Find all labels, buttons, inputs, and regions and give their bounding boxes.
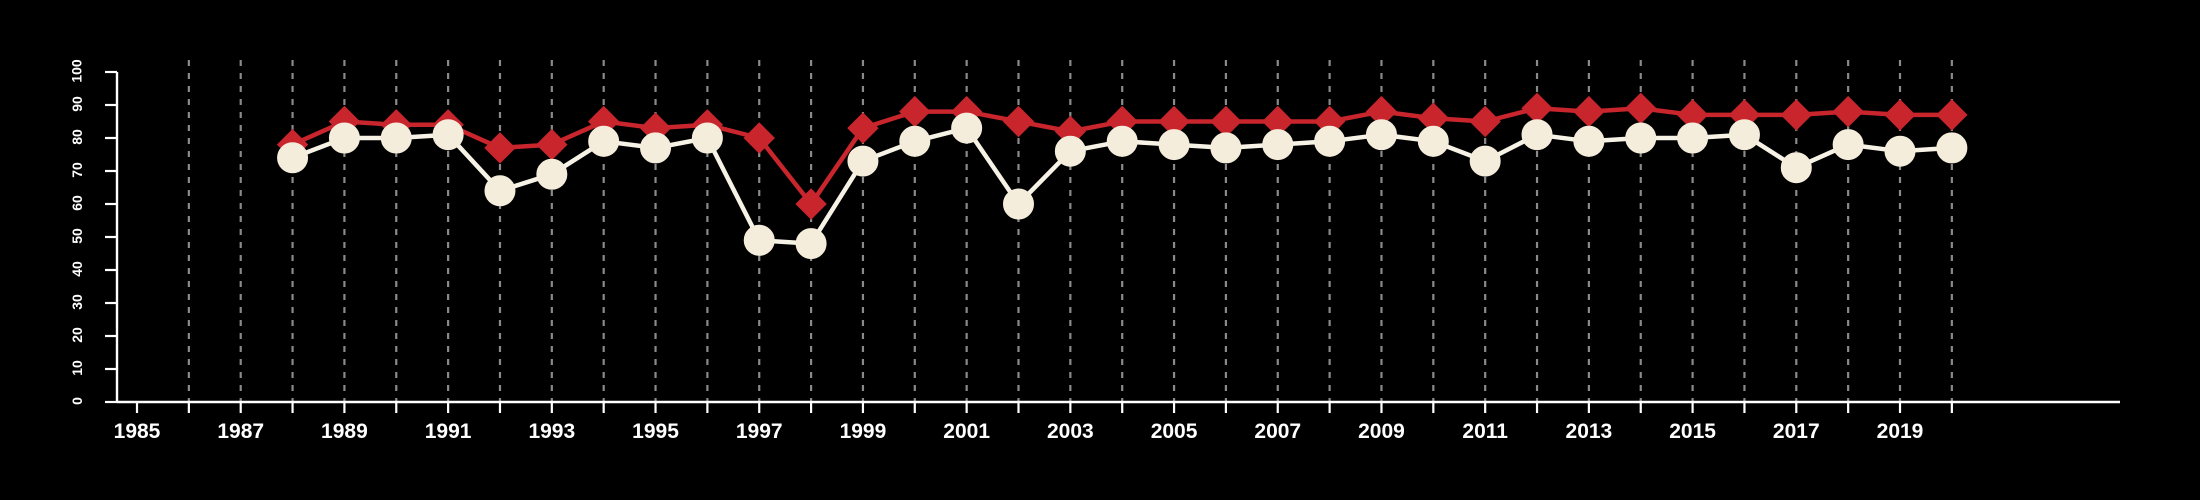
y-axis-tick-label: 100: [68, 59, 85, 83]
data-point-marker: [899, 95, 931, 128]
data-point-marker: [743, 122, 775, 154]
data-point-marker: [1158, 129, 1190, 161]
data-point-marker: [795, 228, 827, 260]
data-point-marker: [1521, 92, 1553, 125]
x-axis-tick-label: 2019: [1876, 420, 1924, 443]
data-point-marker: [1625, 122, 1657, 154]
y-axis-tick-label: 50: [68, 228, 85, 244]
x-axis-tick-label: 1987: [217, 420, 265, 443]
data-point-marker: [277, 142, 309, 174]
data-point-marker: [640, 132, 672, 164]
y-axis-tick-label: 40: [68, 261, 85, 277]
data-point-marker: [1573, 125, 1605, 157]
data-point-marker: [536, 158, 568, 190]
x-axis-tick-label: 2005: [1150, 420, 1198, 443]
data-point-marker: [484, 132, 516, 164]
data-point-marker: [1003, 188, 1034, 220]
data-point-marker: [1832, 95, 1864, 128]
x-axis-tick-label: 1989: [321, 420, 368, 443]
x-axis-tick-label: 2001: [943, 420, 990, 443]
data-point-marker: [1314, 125, 1346, 157]
x-axis-tick-label: 2013: [1565, 420, 1613, 443]
x-axis-tick-label: 1995: [632, 420, 679, 443]
data-point-marker: [1054, 135, 1086, 167]
data-point-marker: [1884, 99, 1916, 131]
data-point-marker: [1573, 95, 1605, 128]
data-point-marker: [1210, 132, 1242, 164]
x-axis-tick-label: 1993: [528, 420, 576, 443]
data-point-marker: [847, 145, 879, 177]
y-axis-tick-label: 90: [68, 96, 85, 112]
series-markers: [276, 92, 1968, 260]
data-point-marker: [1469, 145, 1501, 177]
data-point-marker: [1262, 129, 1294, 161]
x-axis-tick-label: 1991: [424, 420, 472, 443]
data-point-marker: [743, 224, 775, 256]
y-axis-tick-label: 70: [68, 162, 85, 178]
data-point-marker: [1106, 125, 1138, 157]
data-point-marker: [432, 119, 464, 151]
data-point-marker: [1728, 119, 1760, 151]
data-point-marker: [1625, 92, 1657, 125]
data-point-marker: [536, 128, 568, 161]
data-point-marker: [328, 122, 360, 154]
x-axis-tick-label: 2007: [1254, 420, 1302, 443]
x-axis-tick-label: 1999: [839, 420, 887, 443]
y-axis-tick-label: 20: [68, 327, 85, 343]
data-point-marker: [1884, 135, 1916, 167]
data-point-marker: [484, 175, 516, 207]
data-point-marker: [1832, 129, 1864, 161]
data-point-marker: [1521, 119, 1553, 151]
data-point-marker: [795, 188, 827, 220]
y-axis-tick-label: 80: [68, 129, 85, 145]
data-point-marker: [1677, 122, 1709, 154]
data-point-marker: [847, 112, 879, 144]
x-axis-tick-label: 1997: [735, 420, 783, 443]
x-axis-tick-label: 2011: [1462, 420, 1508, 443]
x-axis-tick-label: 2015: [1669, 420, 1716, 443]
data-point-marker: [899, 125, 931, 157]
y-axis-tick-label: 60: [68, 195, 85, 211]
data-point-marker: [588, 125, 620, 157]
y-axis-tick-label: 30: [68, 294, 85, 310]
y-axis-tick-label: 10: [68, 360, 85, 376]
x-axis-tick-label: 2009: [1358, 420, 1405, 443]
data-point-marker: [691, 122, 723, 154]
data-point-marker: [380, 122, 412, 154]
data-point-marker: [1780, 99, 1813, 131]
data-point-marker: [1469, 105, 1501, 138]
y-axis-tick-label: 0: [68, 397, 85, 405]
x-axis-tick-label: 1985: [113, 420, 161, 443]
x-axis-tick-label: 2003: [1046, 420, 1094, 443]
x-axis-tick-label: 2017: [1772, 420, 1820, 443]
data-point-marker: [1417, 125, 1449, 157]
data-point-marker: [1936, 132, 1968, 164]
axes: [105, 70, 2120, 413]
data-point-marker: [1210, 105, 1242, 138]
data-point-marker: [1002, 105, 1035, 138]
data-point-marker: [951, 112, 983, 144]
data-point-marker: [1936, 99, 1968, 131]
data-point-marker: [1365, 119, 1397, 151]
data-point-marker: [1780, 152, 1812, 184]
